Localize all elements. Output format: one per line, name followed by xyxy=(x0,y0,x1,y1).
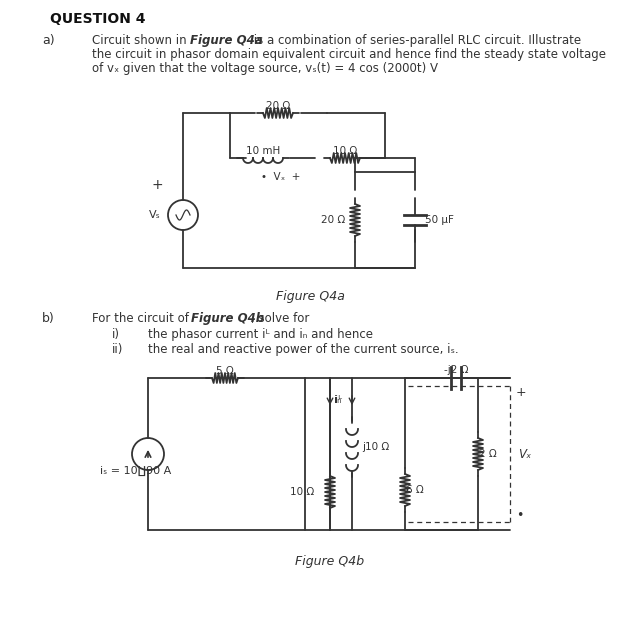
Text: iₛ = 10∐90 A: iₛ = 10∐90 A xyxy=(100,466,171,476)
Text: For the circuit of: For the circuit of xyxy=(92,312,193,325)
Text: 5 Ω: 5 Ω xyxy=(216,366,234,376)
Text: j10 Ω: j10 Ω xyxy=(362,442,389,452)
Text: Figure Q4b: Figure Q4b xyxy=(296,555,365,568)
Text: +: + xyxy=(151,178,163,192)
Text: Vₓ: Vₓ xyxy=(518,447,531,461)
Text: Figure Q4b: Figure Q4b xyxy=(191,312,264,325)
Text: , solve for: , solve for xyxy=(251,312,309,325)
Text: b): b) xyxy=(42,312,55,325)
Text: +: + xyxy=(516,385,526,399)
Text: 20 Ω: 20 Ω xyxy=(266,101,290,111)
Text: Figure Q4a: Figure Q4a xyxy=(190,34,263,47)
Text: QUESTION 4: QUESTION 4 xyxy=(50,12,146,26)
Text: the circuit in phasor domain equivalent circuit and hence find the steady state : the circuit in phasor domain equivalent … xyxy=(92,48,606,61)
Text: 20 Ω: 20 Ω xyxy=(321,215,345,225)
Text: of vₓ given that the voltage source, vₛ(t) = 4 cos (2000t) V: of vₓ given that the voltage source, vₛ(… xyxy=(92,62,438,75)
Text: a): a) xyxy=(42,34,55,47)
Text: •  Vₓ  +: • Vₓ + xyxy=(261,172,300,182)
Text: is a combination of series-parallel RLC circuit. Illustrate: is a combination of series-parallel RLC … xyxy=(250,34,581,47)
Text: the phasor current iᴸ and iₙ and hence: the phasor current iᴸ and iₙ and hence xyxy=(148,328,373,341)
Text: 10 Ω: 10 Ω xyxy=(290,487,314,497)
Text: iᴸ: iᴸ xyxy=(335,395,342,405)
Text: the real and reactive power of the current source, iₛ.: the real and reactive power of the curre… xyxy=(148,343,459,356)
Text: 6 Ω: 6 Ω xyxy=(406,485,424,495)
Text: Vₛ: Vₛ xyxy=(149,210,161,220)
Text: Circuit shown in: Circuit shown in xyxy=(92,34,190,47)
Text: -j2 Ω: -j2 Ω xyxy=(444,365,468,375)
Text: Figure Q4a: Figure Q4a xyxy=(275,290,345,303)
Text: 10 mH: 10 mH xyxy=(246,146,280,156)
Text: iₙ: iₙ xyxy=(334,395,342,405)
Text: 50 μF: 50 μF xyxy=(425,215,454,225)
Text: ii): ii) xyxy=(112,343,123,356)
Text: 10 Ω: 10 Ω xyxy=(333,146,357,156)
Text: 2 Ω: 2 Ω xyxy=(479,449,497,459)
Text: •: • xyxy=(516,509,523,522)
Text: i): i) xyxy=(112,328,120,341)
